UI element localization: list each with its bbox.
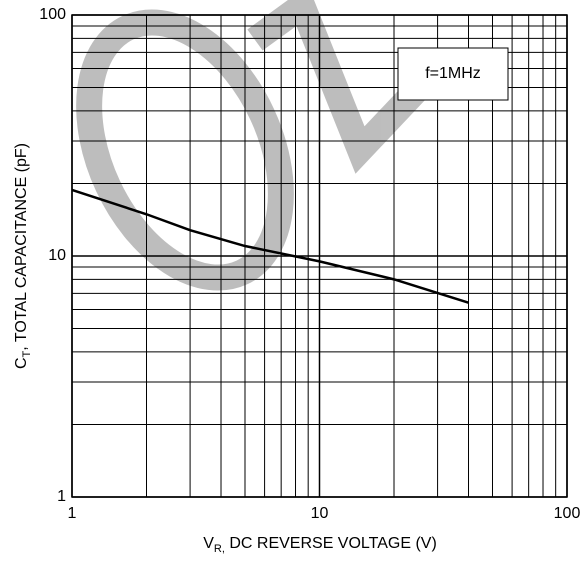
watermark-ring (76, 9, 294, 291)
x-label-main: V (203, 535, 214, 552)
x-tick-label: 10 (311, 505, 329, 522)
y-axis-label: CT, TOTAL CAPACITANCE (pF) (13, 143, 33, 369)
annotation-box (397, 47, 509, 101)
plot-border (71, 14, 568, 498)
annotation: f=1MHz (425, 65, 481, 82)
y-label-rest: , TOTAL CAPACITANCE (pF) (13, 143, 30, 351)
y-tick-label: 1 (57, 488, 66, 505)
x-tick-label: 100 (554, 505, 581, 522)
x-label-sub: R, (214, 543, 225, 555)
y-label-sub: T (21, 350, 33, 357)
y-tick-label: 10 (48, 247, 66, 264)
data-line (71, 188, 469, 304)
watermark (76, 0, 455, 291)
x-axis-label: VR, DC REVERSE VOLTAGE (V) (203, 535, 437, 555)
y-tick-label: 100 (39, 6, 66, 23)
x-label-rest: DC REVERSE VOLTAGE (V) (225, 535, 437, 552)
y-label-main: C (13, 357, 30, 369)
x-tick-label: 1 (68, 505, 77, 522)
